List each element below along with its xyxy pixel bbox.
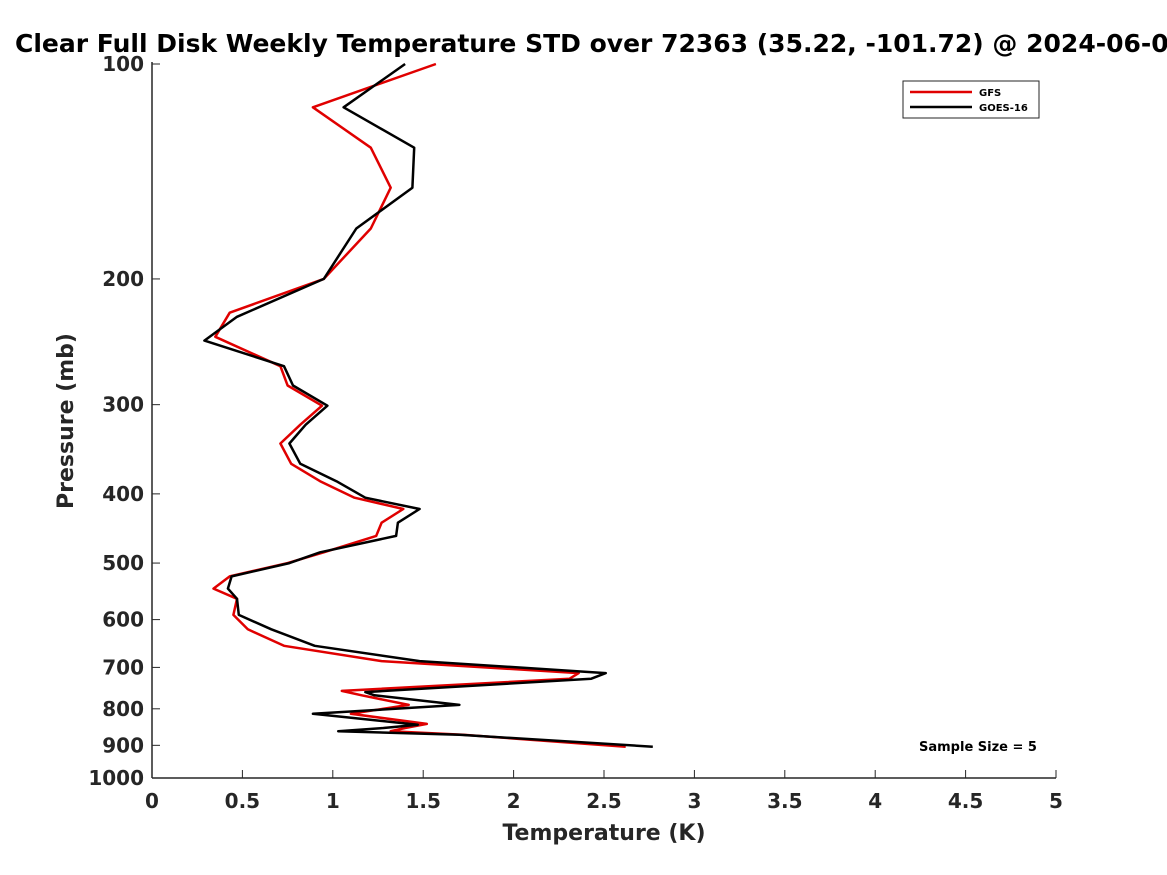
y-tick-label: 600 — [102, 608, 144, 632]
y-axis-label: Pressure (mb) — [54, 333, 79, 509]
y-tick-label: 100 — [102, 52, 144, 76]
legend: GFS GOES-16 — [902, 80, 1040, 119]
series-line-gfs — [212, 62, 626, 748]
x-tick-label: 0 — [145, 789, 159, 813]
y-tick-label: 500 — [102, 551, 144, 575]
sample-size-annotation: Sample Size = 5 — [919, 740, 1037, 755]
series-line-goes16 — [203, 62, 653, 748]
x-tick-label: 3.5 — [767, 789, 802, 813]
x-tick-label: 4.5 — [948, 789, 983, 813]
x-ticks: 0 0.5 1 1.5 2 2.5 3 3.5 4 4.5 5 — [145, 770, 1063, 813]
series-layer — [203, 62, 653, 748]
y-tick-label: 700 — [102, 655, 144, 679]
y-tick-label: 300 — [102, 393, 144, 417]
x-tick-label: 1 — [326, 789, 340, 813]
legend-label-goes16: GOES-16 — [979, 103, 1028, 114]
chart-title: Clear Full Disk Weekly Temperature STD o… — [15, 29, 1167, 58]
x-tick-label: 5 — [1049, 789, 1063, 813]
y-tick-label: 400 — [102, 482, 144, 506]
x-tick-label: 3 — [687, 789, 701, 813]
y-tick-label: 800 — [102, 697, 144, 721]
x-tick-label: 2.5 — [586, 789, 621, 813]
y-tick-label: 200 — [102, 267, 144, 291]
y-ticks: 100 200 300 400 500 600 700 800 900 1000 — [88, 52, 160, 790]
x-tick-label: 2 — [507, 789, 521, 813]
x-tick-label: 1.5 — [405, 789, 440, 813]
legend-box — [902, 80, 1040, 119]
legend-label-gfs: GFS — [979, 88, 1001, 99]
y-tick-label: 1000 — [88, 766, 144, 790]
x-axis-label: Temperature (K) — [502, 821, 705, 846]
y-tick-label: 900 — [102, 733, 144, 757]
x-tick-label: 4 — [868, 789, 882, 813]
x-tick-label: 0.5 — [225, 789, 260, 813]
